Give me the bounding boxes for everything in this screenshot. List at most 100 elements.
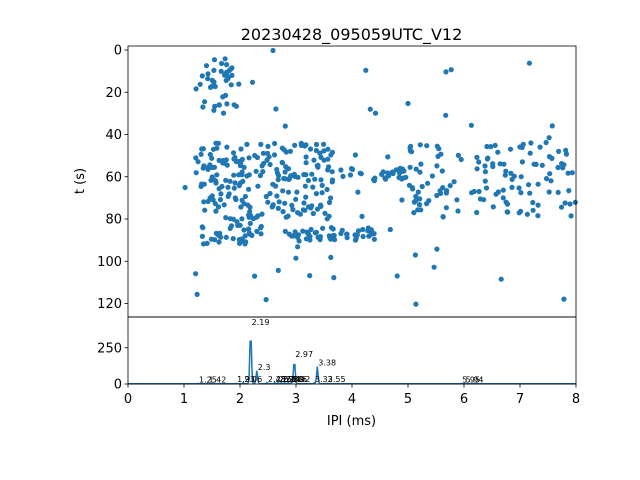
scatter-point xyxy=(530,199,536,206)
scatter-point xyxy=(227,178,233,184)
scatter-point xyxy=(237,222,243,228)
scatter-point xyxy=(242,233,248,239)
scatter-point xyxy=(426,198,432,204)
x-tick-label: 3 xyxy=(292,392,300,407)
x-tick-label: 2 xyxy=(236,392,244,407)
scatter-point xyxy=(246,226,252,232)
scatter-point xyxy=(295,232,302,238)
y-tick-label: 0 xyxy=(114,378,122,393)
x-tick-label: 1 xyxy=(180,392,188,407)
scatter-point xyxy=(417,169,423,175)
scatter-point xyxy=(255,183,261,189)
scatter-point xyxy=(555,189,561,195)
scatter-point xyxy=(385,154,391,160)
scatter-point xyxy=(490,163,496,170)
scatter-point xyxy=(474,166,480,172)
scatter-point xyxy=(310,210,316,217)
scatter-point xyxy=(261,160,267,167)
scatter-point xyxy=(297,211,303,217)
scatter-point xyxy=(307,273,313,279)
scatter-point xyxy=(355,228,362,234)
scatter-point xyxy=(204,240,210,246)
scatter-point xyxy=(451,179,457,185)
scatter-point xyxy=(199,181,205,187)
scatter-point xyxy=(401,168,407,174)
scatter-point xyxy=(329,169,335,175)
scatter-point xyxy=(476,188,482,195)
scatter-point xyxy=(239,216,245,222)
scatter-point xyxy=(244,173,250,179)
scatter-point xyxy=(558,204,565,210)
scatter-point xyxy=(219,60,225,67)
scatter-point xyxy=(212,83,218,90)
scatter-point xyxy=(253,168,259,174)
scatter-point xyxy=(300,228,306,234)
scatter-point xyxy=(223,71,229,77)
scatter-point xyxy=(303,154,309,160)
scatter-point xyxy=(324,216,330,222)
scatter-point xyxy=(507,146,514,152)
scatter-point xyxy=(436,146,442,152)
scatter-point xyxy=(528,140,534,146)
scatter-point xyxy=(485,155,491,161)
scatter-point xyxy=(233,159,240,165)
scatter-point xyxy=(418,207,424,213)
scatter-point xyxy=(289,202,295,208)
scatter-point xyxy=(260,150,266,156)
scatter-point xyxy=(443,112,449,118)
scatter-point xyxy=(242,193,248,200)
peak-label: 2.62 xyxy=(276,375,294,384)
scatter-point xyxy=(218,191,224,197)
scatter-point xyxy=(359,213,365,219)
scatter-point xyxy=(258,141,264,147)
scatter-point xyxy=(567,201,573,207)
scatter-point xyxy=(526,60,533,66)
scatter-point xyxy=(396,174,402,181)
scatter-point xyxy=(416,202,423,208)
scatter-point xyxy=(291,171,297,177)
scatter-point xyxy=(474,209,480,216)
scatter-point xyxy=(497,161,503,167)
scatter-point xyxy=(300,142,306,148)
scatter-point xyxy=(207,84,214,90)
scatter-point xyxy=(286,231,292,237)
scatter-point xyxy=(429,173,435,179)
scatter-point xyxy=(482,178,488,184)
scatter-point xyxy=(354,232,360,238)
scatter-point xyxy=(339,227,345,233)
scatter-point xyxy=(285,189,292,195)
scatter-point xyxy=(516,210,522,216)
scatter-point xyxy=(321,157,327,163)
scatter-point xyxy=(223,77,229,83)
scatter-point xyxy=(518,174,524,180)
scatter-point xyxy=(263,193,269,200)
scatter-point xyxy=(283,149,289,155)
scatter-point xyxy=(501,161,507,167)
scatter-point xyxy=(326,199,333,206)
scatter-point xyxy=(241,227,247,233)
scatter-point xyxy=(230,236,236,242)
peak-label: 2.06 xyxy=(244,375,262,384)
scatter-point xyxy=(443,69,449,75)
scatter-point xyxy=(255,213,261,219)
scatter-point xyxy=(405,100,411,107)
scatter-point xyxy=(281,175,287,182)
scatter-point xyxy=(274,166,280,173)
scatter-point xyxy=(220,94,226,100)
scatter-point xyxy=(232,180,238,186)
scatter-point xyxy=(246,155,252,161)
scatter-point xyxy=(302,183,308,189)
scatter-point xyxy=(390,170,396,177)
scatter-point xyxy=(282,200,288,206)
scatter-point xyxy=(232,154,238,161)
scatter-point xyxy=(412,252,418,258)
scatter-point xyxy=(535,181,541,187)
scatter-point xyxy=(549,155,555,161)
scatter-point xyxy=(258,223,264,230)
scatter-point xyxy=(296,238,302,244)
scatter-point xyxy=(565,170,571,176)
scatter-point xyxy=(213,230,219,236)
scatter-point xyxy=(431,264,437,270)
scatter-point xyxy=(202,207,208,213)
